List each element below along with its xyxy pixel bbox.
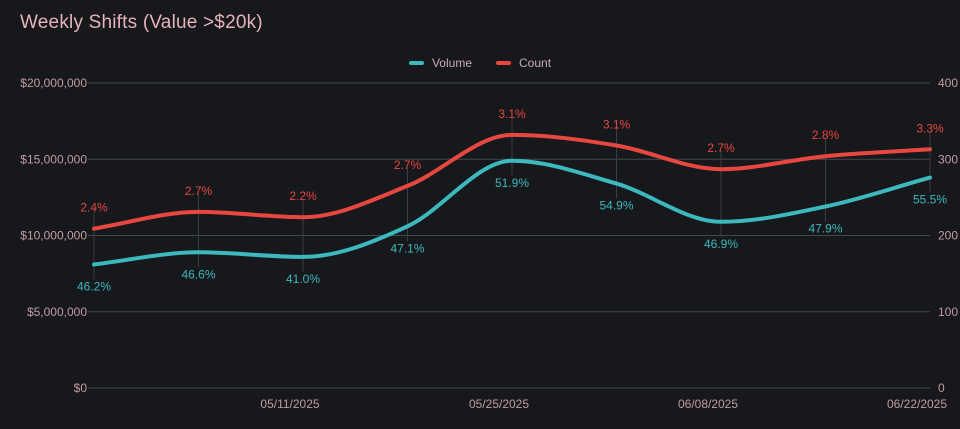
legend-item-count[interactable]: Count	[496, 56, 551, 70]
y-axis-left-label: $0	[74, 381, 88, 395]
volume-point-label: 46.9%	[704, 237, 738, 251]
y-axis-right-label: 100	[938, 305, 958, 319]
count-point-label: 2.4%	[80, 201, 108, 215]
x-axis-label: 05/25/2025	[469, 397, 529, 411]
chart-title: Weekly Shifts (Value >$20k)	[20, 12, 263, 33]
count-legend-label: Count	[519, 56, 552, 70]
x-axis-label: 05/11/2025	[260, 397, 319, 411]
y-axis-left-label: $15,000,000	[20, 152, 87, 166]
y-axis-left-label: $10,000,000	[20, 229, 87, 243]
volume-point-label: 47.9%	[808, 222, 842, 236]
volume-point-label: 51.9%	[495, 176, 529, 190]
count-point-label: 2.7%	[185, 184, 213, 198]
chart-legend: Volume Count	[0, 56, 960, 70]
count-point-label: 2.2%	[289, 189, 317, 203]
count-point-label: 2.7%	[394, 158, 422, 172]
legend-item-volume[interactable]: Volume	[408, 56, 472, 70]
y-axis-right-label: 400	[938, 76, 958, 90]
volume-point-label: 46.2%	[77, 279, 111, 293]
count-point-label: 3.1%	[498, 107, 526, 121]
count-legend-swatch	[496, 61, 511, 65]
count-point-label: 2.7%	[707, 141, 735, 155]
volume-point-label: 47.1%	[390, 241, 424, 255]
y-axis-right-label: 300	[938, 152, 958, 166]
count-point-label: 2.8%	[812, 128, 840, 142]
x-axis-label: 06/22/2025	[887, 397, 947, 411]
volume-point-label: 46.6%	[181, 267, 215, 281]
volume-point-label: 54.9%	[599, 199, 633, 213]
volume-legend-label: Volume	[431, 56, 472, 70]
y-axis-right-label: 200	[938, 229, 958, 243]
count-point-label: 3.1%	[603, 118, 631, 132]
count-point-label: 3.3%	[916, 121, 944, 135]
y-axis-left-label: $5,000,000	[27, 305, 87, 319]
volume-point-label: 41.0%	[286, 272, 320, 286]
volume-legend-swatch	[408, 61, 424, 65]
y-axis-right-label: 0	[938, 381, 945, 395]
x-axis-label: 06/08/2025	[678, 397, 738, 411]
volume-line	[92, 158, 932, 267]
y-axis-left-label: $20,000,000	[20, 76, 87, 90]
count-line	[92, 132, 932, 231]
volume-point-label: 55.5%	[913, 193, 947, 207]
